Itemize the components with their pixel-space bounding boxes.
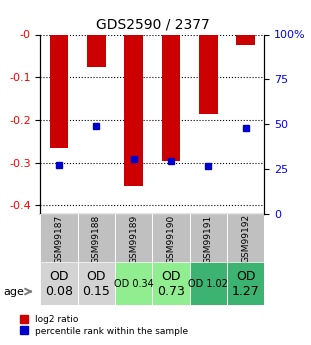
Bar: [236, 34, 255, 45]
FancyBboxPatch shape: [115, 262, 152, 305]
Bar: [162, 34, 180, 160]
Text: GSM99191: GSM99191: [204, 214, 213, 264]
FancyBboxPatch shape: [152, 214, 190, 264]
FancyBboxPatch shape: [40, 262, 78, 305]
Legend: log2 ratio, percentile rank within the sample: log2 ratio, percentile rank within the s…: [20, 315, 188, 336]
FancyBboxPatch shape: [40, 214, 78, 264]
Text: GSM99189: GSM99189: [129, 214, 138, 264]
Text: GSM99188: GSM99188: [92, 214, 101, 264]
Bar: [50, 34, 68, 148]
Text: age: age: [3, 287, 24, 296]
Text: GSM99187: GSM99187: [55, 214, 63, 264]
Text: GSM99190: GSM99190: [167, 214, 175, 264]
FancyBboxPatch shape: [190, 214, 227, 264]
FancyBboxPatch shape: [190, 262, 227, 305]
Text: GSM99192: GSM99192: [241, 214, 250, 264]
FancyBboxPatch shape: [227, 214, 264, 264]
Bar: [87, 34, 106, 67]
Text: OD
0.15: OD 0.15: [82, 270, 110, 298]
Bar: [199, 34, 218, 114]
Text: OD
1.27: OD 1.27: [232, 270, 260, 298]
Bar: [124, 34, 143, 186]
FancyBboxPatch shape: [152, 262, 190, 305]
Text: OD 0.34: OD 0.34: [114, 279, 154, 289]
FancyBboxPatch shape: [227, 262, 264, 305]
Text: OD
0.08: OD 0.08: [45, 270, 73, 298]
FancyBboxPatch shape: [115, 214, 152, 264]
FancyBboxPatch shape: [78, 214, 115, 264]
Title: GDS2590 / 2377: GDS2590 / 2377: [95, 18, 209, 32]
Text: OD
0.73: OD 0.73: [157, 270, 185, 298]
Text: OD 1.02: OD 1.02: [188, 279, 228, 289]
FancyBboxPatch shape: [78, 262, 115, 305]
